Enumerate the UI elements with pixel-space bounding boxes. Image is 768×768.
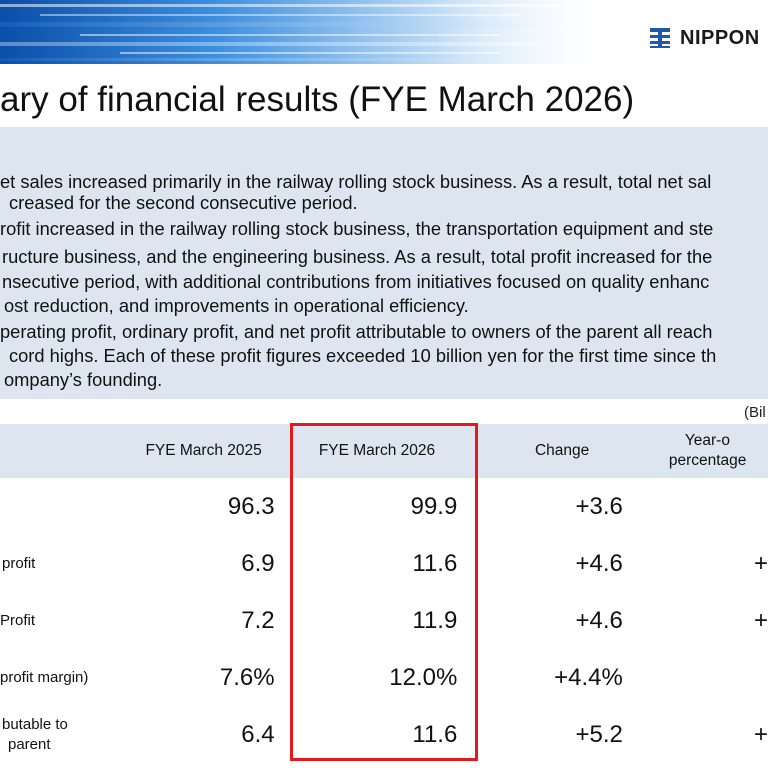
table-row: profit margin) 7.6% 12.0% +4.4% [0, 649, 768, 706]
row-label: butable to parent [0, 706, 123, 763]
header-yoy: Year-o percentage [654, 424, 768, 478]
summary-line: perating profit, ordinary profit, and ne… [0, 321, 713, 342]
summary-line: et sales increased primarily in the rail… [0, 171, 712, 192]
table-row: 96.3 99.9 +3.6 [0, 478, 768, 535]
cell-fye2025: 6.4 [241, 720, 275, 748]
row-label: Profit [0, 612, 36, 629]
summary-line: cord highs. Each of these profit figures… [9, 345, 717, 366]
summary-line: ructure business, and the engineering bu… [2, 246, 713, 267]
cell-fye2026: 11.6 [412, 549, 458, 577]
header-fye2026: FYE March 2026 [284, 424, 470, 478]
table-row: Profit 7.2 11.9 +4.6 + [0, 592, 768, 649]
header-fye2025: FYE March 2025 [122, 424, 285, 478]
summary-line: creased for the second consecutive perio… [9, 192, 358, 213]
row-label-line1: butable to [2, 715, 68, 733]
summary-line: nsecutive period, with additional contri… [2, 271, 710, 292]
cell-change: +5.2 [575, 720, 623, 748]
row-label: profit [2, 555, 36, 572]
cell-change: +4.6 [575, 606, 623, 634]
cell-fye2026: 11.6 [412, 720, 458, 748]
summary-line: ost reduction, and improvements in opera… [4, 295, 469, 316]
cell-change: +4.4% [554, 663, 623, 691]
cell-yoy: + [753, 549, 768, 577]
table-header-row: FYE March 2025 FYE March 2026 Change Yea… [0, 424, 768, 478]
header-yoy-line1: Year-o [684, 432, 730, 449]
summary-panel: et sales increased primarily in the rail… [0, 127, 768, 399]
row-label: profit margin) [0, 669, 89, 686]
nippon-sharyo-logo-icon [650, 28, 670, 48]
page-title: ary of financial results (FYE March 2026… [0, 80, 635, 119]
cell-fye2026: 11.9 [412, 606, 458, 634]
cell-fye2025: 7.6% [219, 663, 275, 691]
table-row: butable to parent 6.4 11.6 +5.2 + [0, 706, 768, 763]
table-row: profit 6.9 11.6 +4.6 + [0, 535, 768, 592]
header-banner [0, 0, 768, 64]
cell-yoy [655, 649, 768, 706]
cell-change: +4.6 [575, 549, 623, 577]
cell-fye2026: 99.9 [410, 492, 458, 520]
header-change: Change [469, 424, 655, 478]
unit-note: (Bil [744, 404, 766, 421]
cell-fye2026: 12.0% [389, 663, 458, 691]
cell-yoy: + [753, 720, 768, 748]
header-yoy-line2: percentage [668, 452, 747, 469]
cell-yoy: + [753, 606, 768, 634]
header-label-cell [0, 424, 123, 478]
cell-fye2025: 6.9 [241, 549, 275, 577]
logo-text: NIPPON [680, 26, 760, 49]
cell-fye2025: 7.2 [241, 606, 275, 634]
financial-results-table: FYE March 2025 FYE March 2026 Change Yea… [0, 424, 768, 763]
header-streak-graphic [0, 0, 620, 64]
cell-yoy [655, 478, 768, 535]
row-label [0, 478, 123, 535]
summary-line: rofit increased in the railway rolling s… [0, 218, 714, 239]
row-label-line2: parent [8, 735, 51, 753]
cell-fye2025: 96.3 [227, 492, 275, 520]
summary-line: ompany’s founding. [4, 369, 163, 390]
company-logo: NIPPON [648, 24, 760, 52]
cell-change: +3.6 [575, 492, 623, 520]
